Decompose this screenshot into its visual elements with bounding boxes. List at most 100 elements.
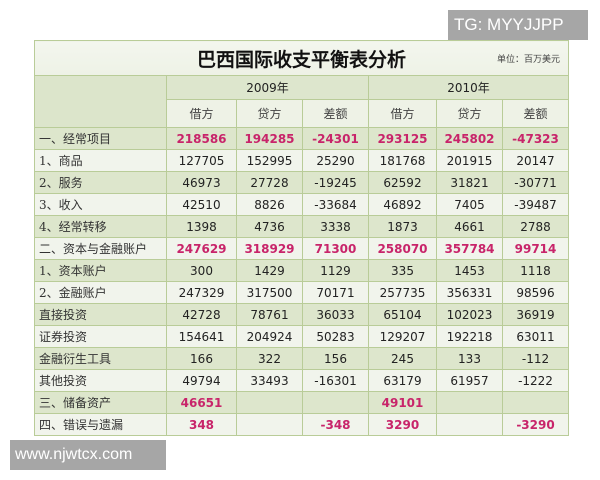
value-cell: 300 [166, 259, 237, 282]
table-row: 二、资本与金融账户 247629 318929 71300 258070 357784 99… [34, 237, 570, 260]
value-cell: 356331 [436, 281, 503, 304]
value-cell: 127705 [166, 149, 237, 172]
value-cell: 63011 [501, 325, 570, 348]
value-cell: 31821 [436, 171, 503, 194]
value-cell [436, 413, 503, 436]
value-cell: -348 [302, 413, 369, 436]
year-header-2010: 2010年 [367, 75, 570, 100]
value-cell: 218586 [166, 127, 237, 150]
value-cell: 4661 [436, 215, 503, 238]
value-cell: 133 [436, 347, 503, 370]
value-cell: 129207 [368, 325, 437, 348]
value-cell: 166 [166, 347, 237, 370]
value-cell: 357784 [436, 237, 503, 260]
value-cell: 247329 [166, 281, 237, 304]
value-cell: 98596 [501, 281, 570, 304]
value-cell: -47323 [501, 127, 570, 150]
col-header: 差额 [501, 99, 570, 128]
value-cell: 65104 [368, 303, 437, 326]
value-cell: 318929 [236, 237, 303, 260]
value-cell: 3338 [302, 215, 369, 238]
row-label: 其他投资 [34, 369, 167, 392]
value-cell: 36919 [501, 303, 570, 326]
value-cell: 245 [368, 347, 437, 370]
value-cell: 257735 [368, 281, 437, 304]
value-cell: 1118 [501, 259, 570, 282]
value-cell: 1453 [436, 259, 503, 282]
row-label: 2、服务 [34, 171, 167, 194]
value-cell: 2788 [501, 215, 570, 238]
value-cell: 8826 [236, 193, 303, 216]
value-cell: 46973 [166, 171, 237, 194]
title-cell: 巴西国际收支平衡表分析 单位：百万美元 [33, 40, 570, 76]
watermark-top: TG: MYYJJPP [448, 10, 588, 40]
corner-cell [34, 75, 167, 128]
col-header: 借方 [166, 99, 237, 128]
table-row: 3、收入 42510 8826 -33684 46892 7405 -39487 [34, 193, 570, 216]
value-cell: 3290 [368, 413, 437, 436]
row-label: 1、资本账户 [34, 259, 167, 282]
col-header: 贷方 [236, 99, 303, 128]
row-label: 二、资本与金融账户 [34, 237, 167, 260]
table-row: 四、错误与遗漏 348 -348 3290 -3290 [34, 413, 570, 436]
value-cell: 42728 [166, 303, 237, 326]
value-cell: 317500 [236, 281, 303, 304]
value-cell: 71300 [302, 237, 369, 260]
table-row: 一、经常项目 218586 194285 -24301 293125 245802 -473… [34, 127, 570, 150]
value-cell: 46651 [166, 391, 237, 414]
table-row: 4、经常转移 1398 4736 3338 1873 4661 2788 [34, 215, 570, 238]
value-cell: 70171 [302, 281, 369, 304]
value-cell [436, 391, 503, 414]
row-label: 四、错误与遗漏 [34, 413, 167, 436]
table-row: 直接投资 42728 78761 36033 65104 102023 36919 [34, 303, 570, 326]
value-cell: 181768 [368, 149, 437, 172]
value-cell: 50283 [302, 325, 369, 348]
value-cell: 63179 [368, 369, 437, 392]
balance-of-payments-table: 巴西国际收支平衡表分析 单位：百万美元 2009年 2010年 借方 贷方 差额… [33, 40, 570, 436]
value-cell: 61957 [436, 369, 503, 392]
value-cell: 156 [302, 347, 369, 370]
value-cell: 204924 [236, 325, 303, 348]
value-cell: 99714 [501, 237, 570, 260]
value-cell [302, 391, 369, 414]
row-label: 一、经常项目 [34, 127, 167, 150]
row-label: 3、收入 [34, 193, 167, 216]
col-header: 贷方 [436, 99, 503, 128]
value-cell: 4736 [236, 215, 303, 238]
row-label: 证券投资 [34, 325, 167, 348]
row-label: 三、储备资产 [34, 391, 167, 414]
row-label: 金融衍生工具 [34, 347, 167, 370]
value-cell: 1873 [368, 215, 437, 238]
value-cell: 20147 [501, 149, 570, 172]
value-cell: 293125 [368, 127, 437, 150]
value-cell [501, 391, 570, 414]
value-cell: 27728 [236, 171, 303, 194]
table-row: 2、服务 46973 27728 -19245 62592 31821 -30771 [34, 171, 570, 194]
year-header-2009: 2009年 [166, 75, 369, 100]
value-cell: 335 [368, 259, 437, 282]
col-header: 差额 [302, 99, 369, 128]
table-row: 三、储备资产 46651 49101 [34, 391, 570, 414]
value-cell: -39487 [501, 193, 570, 216]
value-cell: 25290 [302, 149, 369, 172]
value-cell: 49794 [166, 369, 237, 392]
value-cell: 49101 [368, 391, 437, 414]
value-cell: 348 [166, 413, 237, 436]
value-cell: 192218 [436, 325, 503, 348]
value-cell: -1222 [501, 369, 570, 392]
value-cell: 154641 [166, 325, 237, 348]
value-cell: 1398 [166, 215, 237, 238]
row-label: 直接投资 [34, 303, 167, 326]
value-cell [236, 391, 303, 414]
value-cell: 33493 [236, 369, 303, 392]
value-cell: 36033 [302, 303, 369, 326]
table-row: 金融衍生工具 166 322 156 245 133 -112 [34, 347, 570, 370]
row-label: 2、金融账户 [34, 281, 167, 304]
table-title: 巴西国际收支平衡表分析 [197, 48, 407, 71]
value-cell: 46892 [368, 193, 437, 216]
value-cell: -3290 [501, 413, 570, 436]
value-cell: -112 [501, 347, 570, 370]
value-cell: 1429 [236, 259, 303, 282]
row-label: 4、经常转移 [34, 215, 167, 238]
value-cell: 62592 [368, 171, 437, 194]
